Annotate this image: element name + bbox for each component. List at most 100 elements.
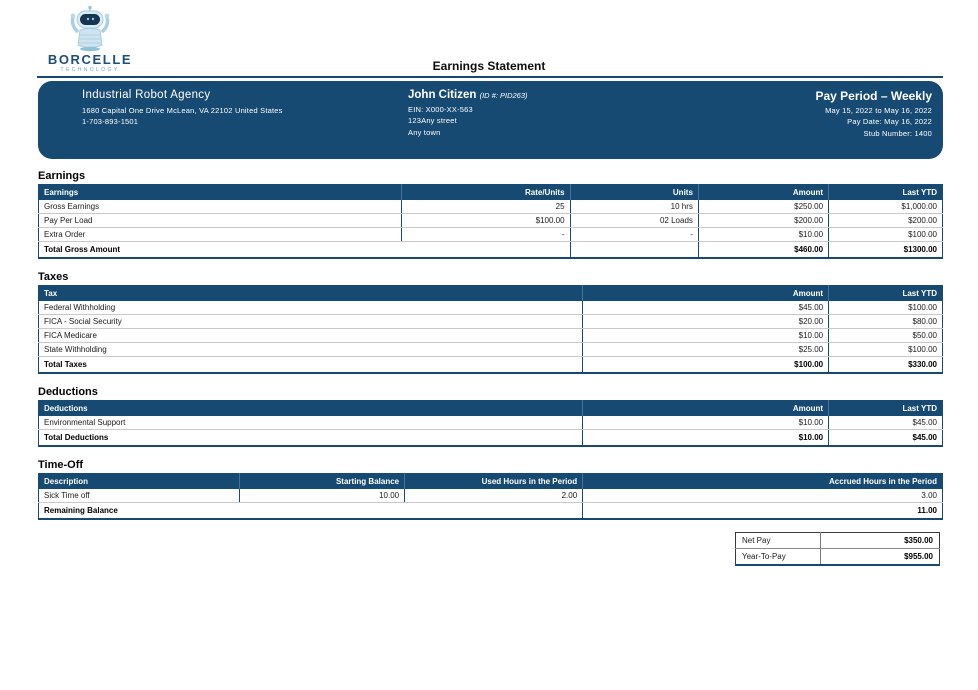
- robot-logo-icon: [70, 5, 110, 52]
- earnings-total-amount: $460.00: [697, 241, 829, 258]
- earnings-section-title: Earnings: [38, 170, 86, 182]
- earnings-item-label: Extra Order: [38, 227, 402, 242]
- earnings-item-rate: 25: [401, 200, 571, 214]
- taxes-total-ytd: $330.00: [828, 356, 943, 373]
- deductions-total-row: Total Deductions $10.00 $45.00: [38, 429, 943, 446]
- deduction-item-label: Environmental Support: [38, 416, 583, 430]
- tax-item-ytd: $50.00: [828, 328, 943, 343]
- deduction-item-ytd: $45.00: [828, 416, 943, 430]
- table-row: Pay Per Load $100.00 02 Loads $200.00 $2…: [38, 213, 943, 228]
- taxes-total-amount: $100.00: [582, 356, 829, 373]
- earnings-table: Earnings Rate/Units Units Amount Last YT…: [38, 184, 943, 259]
- year-to-pay-value: $955.00: [819, 548, 940, 565]
- remaining-balance-label: Remaining Balance: [38, 502, 583, 519]
- employee-id: (ID #: PID263): [479, 91, 528, 100]
- taxes-header-row: Tax Amount Last YTD: [38, 285, 943, 301]
- employee-info-block: John Citizen (ID #: PID263) EIN: X000-XX…: [370, 89, 715, 159]
- deductions-total-amount: $10.00: [582, 429, 829, 446]
- tax-item-amount: $25.00: [582, 342, 829, 357]
- timeoff-table: Description Starting Balance Used Hours …: [38, 473, 943, 520]
- deduction-item-amount: $10.00: [582, 416, 829, 430]
- page-header: BORCELLE TECHNOLOGY Earnings Statement: [0, 0, 978, 76]
- earnings-item-ytd: $1,000.00: [828, 200, 943, 214]
- earnings-item-ytd: $100.00: [828, 227, 943, 242]
- earnings-section: Earnings Earnings Rate/Units Units Amoun…: [38, 170, 943, 259]
- pay-summary-box: Net Pay $350.00 Year-To-Pay $955.00: [735, 532, 940, 566]
- earnings-item-label: Gross Earnings: [38, 200, 402, 214]
- earnings-item-units: 10 hrs: [569, 200, 699, 214]
- net-pay-row: Net Pay $350.00: [735, 532, 940, 549]
- pay-period-range: May 15, 2022 to May 16, 2022: [825, 106, 932, 115]
- net-pay-value: $350.00: [819, 532, 940, 549]
- deductions-header-row: Deductions Amount Last YTD: [38, 400, 943, 416]
- year-to-pay-label: Year-To-Pay: [742, 552, 786, 561]
- pay-period-block: Pay Period – Weekly May 15, 2022 to May …: [715, 89, 943, 159]
- earnings-item-label: Pay Per Load: [38, 213, 402, 228]
- timeoff-total-row: Remaining Balance 11.00: [38, 502, 943, 519]
- last-ytd-col-header: Last YTD: [828, 184, 943, 200]
- remaining-balance-value: 11.00: [582, 502, 943, 519]
- deductions-col-header: Deductions: [38, 400, 583, 416]
- earnings-total-spacer: [569, 241, 699, 258]
- employee-address1: 123Any street: [408, 116, 457, 126]
- amount-col-header: Amount: [582, 400, 829, 416]
- tax-item-amount: $10.00: [582, 328, 829, 343]
- taxes-total-label: Total Taxes: [38, 356, 583, 373]
- tax-item-amount: $45.00: [582, 301, 829, 315]
- table-row: Federal Withholding $45.00 $100.00: [38, 301, 943, 315]
- deductions-section-title: Deductions: [38, 386, 98, 398]
- timeoff-used-hours: 2.00: [404, 489, 583, 503]
- earnings-total-row: Total Gross Amount $460.00 $1300.00: [38, 241, 943, 258]
- deductions-section: Deductions Deductions Amount Last YTD En…: [38, 386, 943, 447]
- table-row: Extra Order - - $10.00 $100.00: [38, 227, 943, 242]
- timeoff-item-label: Sick Time off: [38, 489, 240, 503]
- table-row: Environmental Support $10.00 $45.00: [38, 416, 943, 430]
- timeoff-accrued-hours: 3.00: [582, 489, 943, 503]
- last-ytd-col-header: Last YTD: [828, 285, 943, 301]
- earnings-header-row: Earnings Rate/Units Units Amount Last YT…: [38, 184, 943, 200]
- taxes-section: Taxes Tax Amount Last YTD Federal Withho…: [38, 271, 943, 374]
- tax-item-label: Federal Withholding: [38, 301, 583, 315]
- tax-item-label: FICA Medicare: [38, 328, 583, 343]
- document-title: Earnings Statement: [432, 59, 546, 73]
- stub-number: Stub Number: 1400: [863, 128, 932, 138]
- amount-col-header: Amount: [697, 184, 829, 200]
- statement-body: Earnings Earnings Rate/Units Units Amoun…: [38, 170, 943, 566]
- employee-name: John Citizen (ID #: PID263): [408, 89, 715, 101]
- company-address: 1680 Capital One Drive McLean, VA 22102 …: [82, 106, 283, 115]
- year-to-pay-row: Year-To-Pay $955.00: [736, 548, 940, 565]
- tax-col-header: Tax: [38, 285, 583, 301]
- tax-item-label: FICA - Social Security: [38, 314, 583, 329]
- earnings-total-ytd: $1300.00: [828, 241, 943, 258]
- earnings-item-rate: -: [401, 227, 571, 242]
- taxes-section-title: Taxes: [38, 271, 69, 283]
- table-row: State Withholding $25.00 $100.00: [38, 342, 943, 357]
- amount-col-header: Amount: [582, 285, 829, 301]
- company-name: Industrial Robot Agency: [82, 89, 211, 101]
- employee-address2: Any town: [408, 127, 441, 137]
- used-hours-col-header: Used Hours in the Period: [404, 473, 583, 489]
- table-row: FICA Medicare $10.00 $50.00: [38, 328, 943, 343]
- timeoff-header-row: Description Starting Balance Used Hours …: [38, 473, 943, 489]
- tax-item-label: State Withholding: [38, 342, 583, 357]
- company-phone: 1-703-893-1501: [82, 117, 139, 127]
- earnings-total-label: Total Gross Amount: [38, 241, 571, 258]
- timeoff-section: Time-Off Description Starting Balance Us…: [38, 459, 943, 520]
- accrued-hours-col-header: Accrued Hours in the Period: [582, 473, 943, 489]
- earnings-item-rate: $100.00: [401, 213, 571, 228]
- tax-item-amount: $20.00: [582, 314, 829, 329]
- employee-ein: EIN: X000-XX-563: [408, 105, 473, 114]
- table-row: Gross Earnings 25 10 hrs $250.00 $1,000.…: [38, 200, 943, 214]
- pay-date: Pay Date: May 16, 2022: [847, 117, 932, 127]
- deductions-total-ytd: $45.00: [828, 429, 943, 446]
- earnings-item-units: -: [569, 227, 699, 242]
- taxes-total-row: Total Taxes $100.00 $330.00: [38, 356, 943, 373]
- earnings-item-ytd: $200.00: [828, 213, 943, 228]
- tax-item-ytd: $100.00: [828, 301, 943, 315]
- last-ytd-col-header: Last YTD: [828, 400, 943, 416]
- brand-tagline: TECHNOLOGY: [60, 67, 120, 73]
- deductions-total-label: Total Deductions: [38, 429, 583, 446]
- header-divider-line: [37, 76, 943, 78]
- description-col-header: Description: [38, 473, 240, 489]
